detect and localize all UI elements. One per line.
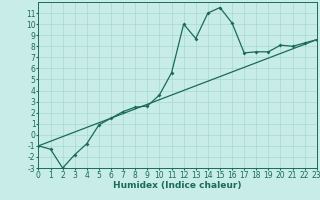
X-axis label: Humidex (Indice chaleur): Humidex (Indice chaleur) <box>113 181 242 190</box>
